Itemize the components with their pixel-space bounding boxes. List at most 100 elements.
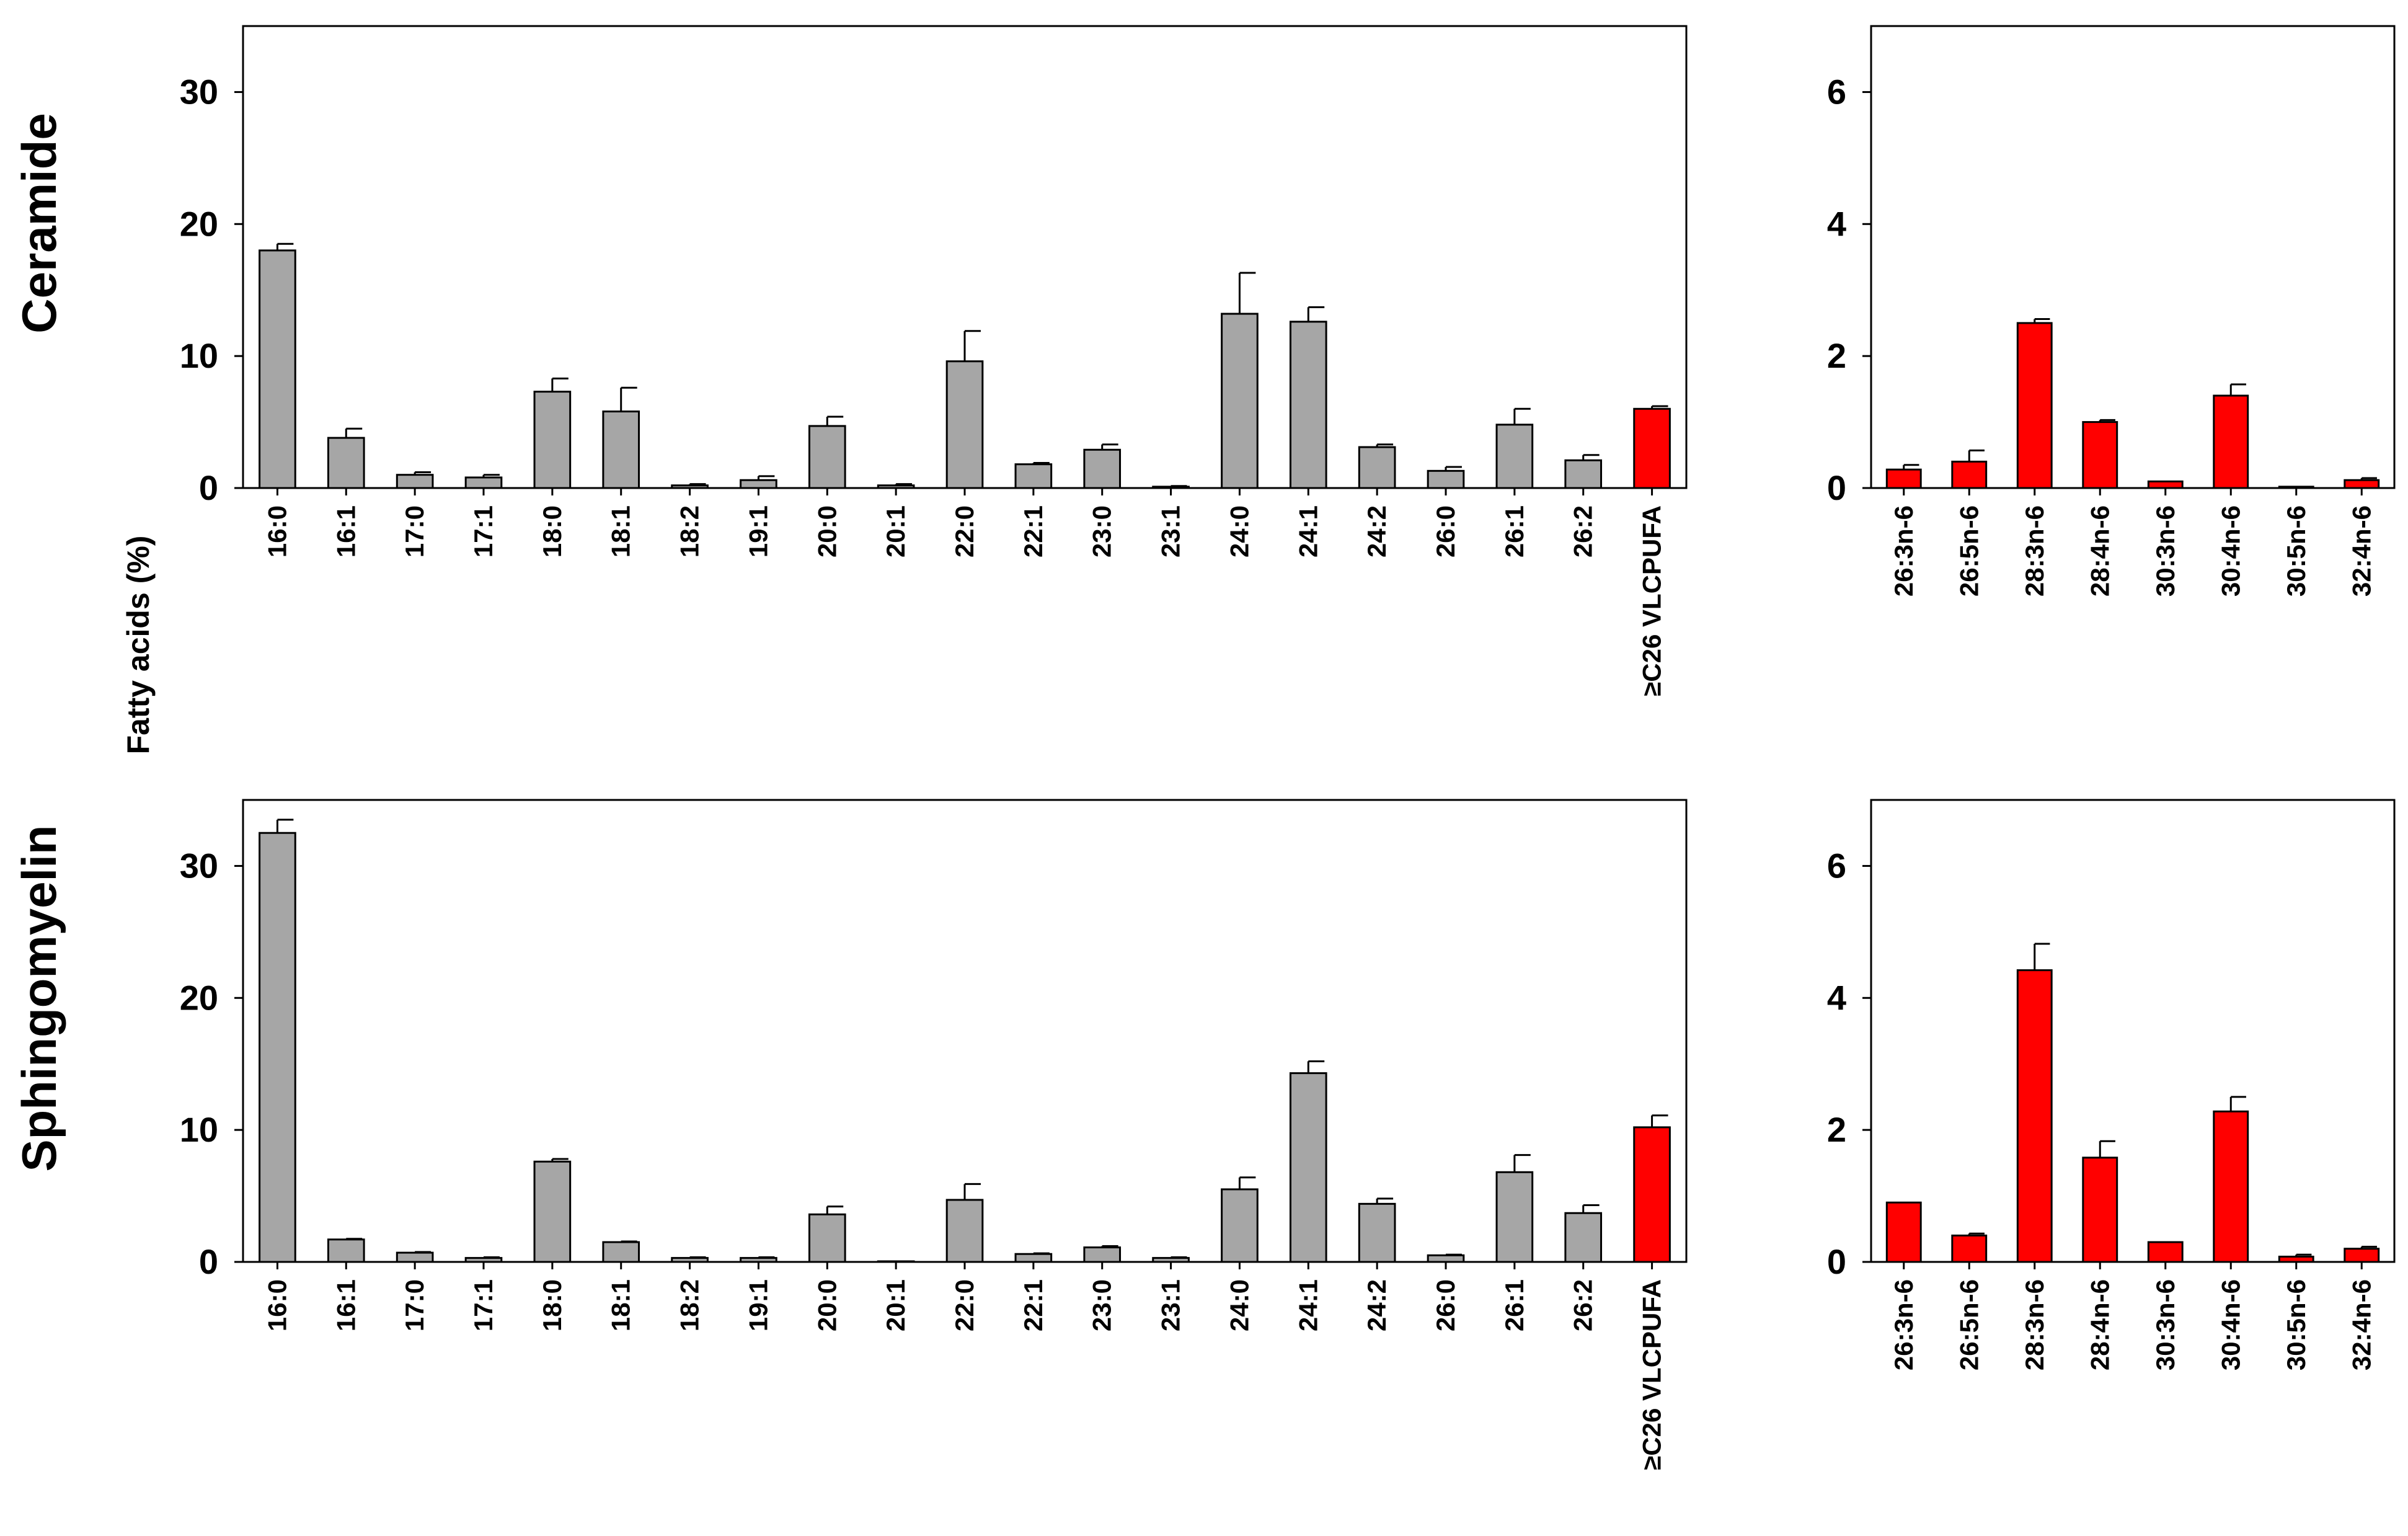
x-tick-label: 18:1	[606, 1279, 635, 1331]
bar	[877, 484, 915, 489]
x-tick-label: 23:0	[1087, 1279, 1117, 1331]
x-tick-label: 30:5n-6	[2282, 505, 2311, 597]
bar	[327, 437, 365, 489]
bar	[259, 249, 296, 489]
bar	[2147, 1241, 2184, 1263]
bar	[1951, 1234, 1988, 1263]
bar	[1951, 460, 1988, 489]
bar	[2016, 969, 2053, 1263]
x-tick-label: 26:3n-6	[1889, 1279, 1918, 1370]
y-tick-label: 0	[199, 1242, 218, 1281]
bar	[1427, 469, 1465, 489]
bar	[1495, 424, 1534, 489]
panel-ceramide-vlcpufa: 0 2 4 6 26:3n-6 26:5n-6 28:3n-6 28:4n-6 30:3n-6 3…	[1827, 25, 2396, 597]
x-tick-label: 24:1	[1293, 505, 1322, 557]
bar	[1152, 1257, 1190, 1263]
row-title-ceramide: Ceramide	[12, 113, 66, 334]
bar	[1564, 1212, 1603, 1263]
y-tick-label: 0	[199, 468, 218, 507]
bar	[1564, 459, 1603, 489]
bar	[2082, 421, 2118, 489]
x-tick-label: 22:1	[1019, 505, 1048, 557]
bar	[259, 832, 296, 1263]
bar	[602, 411, 640, 489]
bar	[945, 1199, 984, 1263]
x-tick-label: 22:0	[950, 505, 979, 557]
x-tick-label: 30:5n-6	[2282, 1279, 2311, 1370]
bar	[1083, 1246, 1122, 1263]
x-tick-label: 30:3n-6	[2151, 505, 2180, 597]
bar	[1633, 1126, 1671, 1263]
x-tick-label: 16:0	[262, 505, 291, 557]
x-tick-label: 28:4n-6	[2085, 505, 2114, 597]
bar	[1633, 407, 1671, 489]
bar	[808, 425, 846, 489]
bar	[602, 1241, 640, 1263]
x-tick-label: 28:4n-6	[2085, 1279, 2114, 1370]
x-tick-label: 23:0	[1087, 505, 1117, 557]
x-tick-label: 26:2	[1569, 505, 1598, 557]
row-title-sphingomyelin: Sphingomyelin	[12, 825, 66, 1171]
bar	[1221, 313, 1259, 489]
bar	[533, 391, 572, 489]
bar	[2147, 480, 2184, 489]
x-tick-label: 20:0	[812, 505, 841, 557]
bar	[877, 1260, 915, 1263]
x-tick-label: 26:5n-6	[1954, 505, 1983, 597]
x-tick-label: 20:1	[881, 1279, 910, 1331]
bar	[740, 1257, 777, 1263]
bar	[2344, 479, 2380, 489]
bar	[1221, 1188, 1259, 1263]
x-tick-label: 30:4n-6	[2216, 1279, 2245, 1370]
bar	[2278, 486, 2314, 489]
y-tick-label: 20	[180, 978, 218, 1017]
panel-sphingomyelin-main: 0 10 20 30 16:0 16:1 17:0 17:1 18:0 18:1 18:2 19:1 2…	[180, 799, 1688, 1470]
x-tick-label: 26:0	[1431, 1279, 1460, 1331]
bar	[671, 484, 709, 489]
x-tick-label: 18:2	[675, 1279, 704, 1331]
x-tick-label: 18:2	[675, 505, 704, 557]
x-tick-label: 16:1	[331, 1279, 360, 1331]
bar	[533, 1160, 572, 1263]
bar	[1885, 1201, 1922, 1263]
x-tick-label: ≥C26 VLCPUFA	[1637, 1279, 1667, 1470]
x-tick-label: ≥C26 VLCPUFA	[1637, 505, 1667, 696]
x-tick-label: 26:0	[1431, 505, 1460, 557]
bar	[2344, 1248, 2380, 1263]
x-tick-label: 26:1	[1500, 505, 1529, 557]
bar	[327, 1238, 365, 1263]
panel-ceramide-main: 0 10 20 30 16:0 16:1 17:0 17:1 18:0 18:1 18:2 19:1 2…	[180, 25, 1688, 696]
bar	[2082, 1156, 2118, 1263]
y-tick-label: 10	[180, 336, 218, 375]
y-tick-label: 6	[1827, 846, 1846, 885]
bar	[464, 476, 503, 489]
plot-frame	[1870, 799, 2396, 1263]
y-tick-label: 2	[1827, 336, 1846, 375]
x-tick-label: 17:1	[469, 1279, 498, 1331]
x-tick-label: 24:0	[1224, 1279, 1254, 1331]
bar	[1495, 1171, 1534, 1263]
bar	[1885, 468, 1922, 489]
bar	[808, 1213, 846, 1263]
x-tick-label: 18:1	[606, 505, 635, 557]
bar	[2278, 1255, 2314, 1263]
y-tick-label: 30	[180, 72, 218, 111]
x-tick-label: 17:0	[400, 505, 429, 557]
x-tick-label: 32:4n-6	[2347, 505, 2376, 597]
x-tick-label: 26:3n-6	[1889, 505, 1918, 597]
x-tick-label: 26:5n-6	[1954, 1279, 1983, 1370]
x-tick-label: 26:1	[1500, 1279, 1529, 1331]
x-tick-label: 24:2	[1362, 1279, 1391, 1331]
bar	[740, 479, 777, 489]
x-tick-label: 32:4n-6	[2347, 1279, 2376, 1370]
x-tick-label: 16:1	[331, 505, 360, 557]
bar	[464, 1257, 503, 1263]
y-tick-label: 0	[1827, 1242, 1846, 1281]
x-tick-label: 24:2	[1362, 505, 1391, 557]
x-tick-label: 17:0	[400, 1279, 429, 1331]
bar	[1427, 1254, 1465, 1263]
y-axis-label: Fatty acids (%)	[121, 536, 156, 755]
bar	[1289, 321, 1327, 489]
x-tick-label: 23:1	[1156, 505, 1185, 557]
